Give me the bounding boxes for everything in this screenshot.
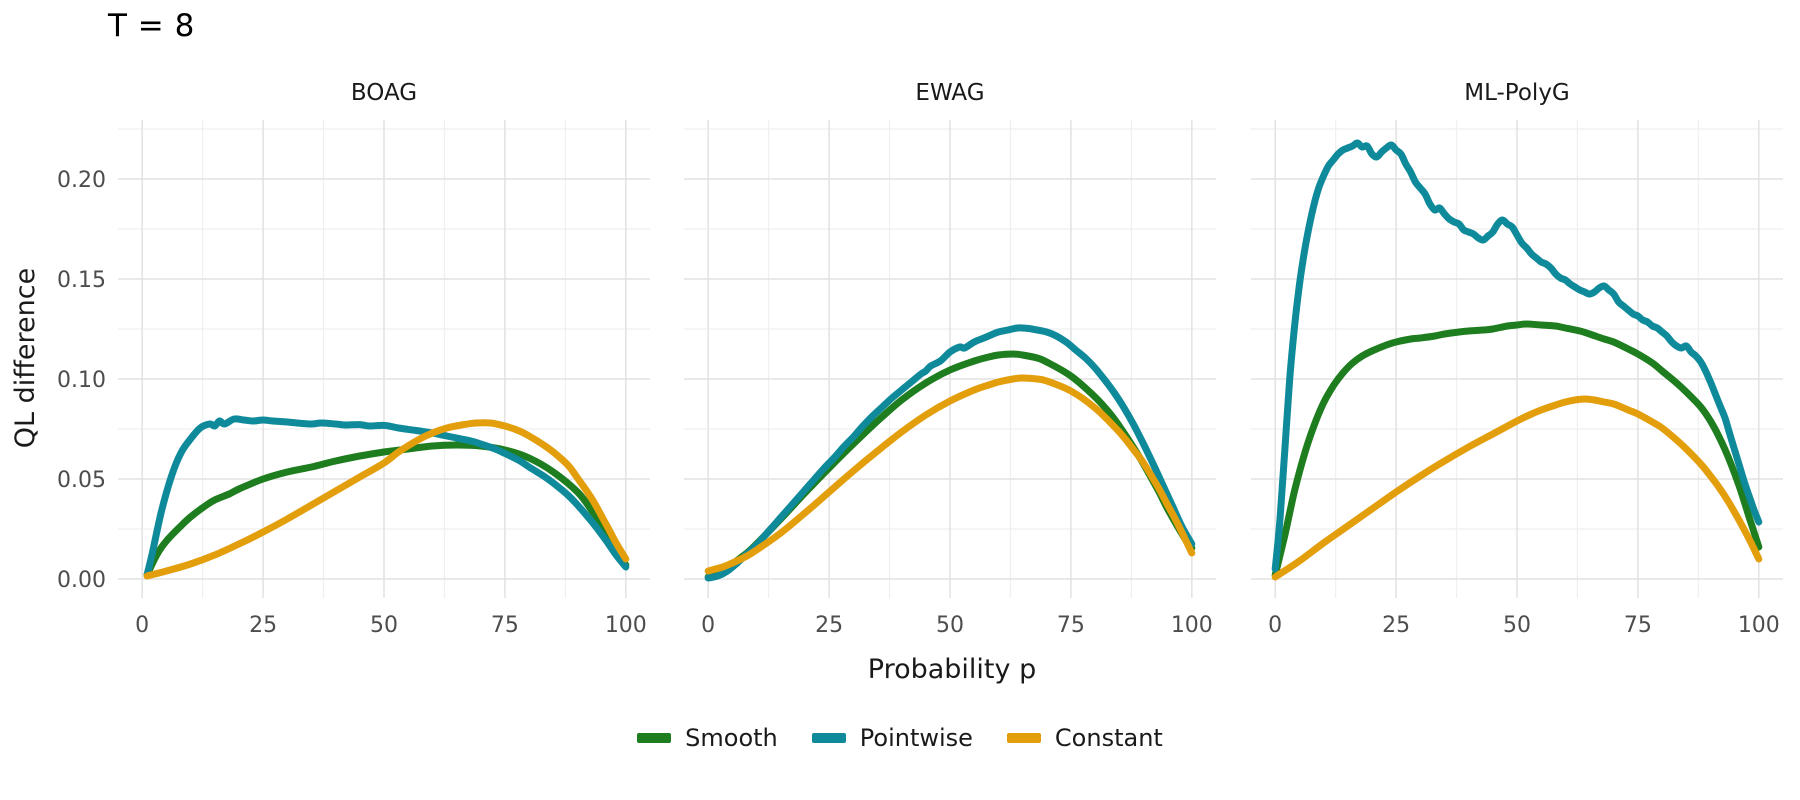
x-tick-label: 100 (1738, 613, 1780, 638)
facet-panel-ewag: EWAG 0 25 50 75 100 (684, 80, 1216, 638)
x-tick-label: 25 (1382, 613, 1410, 638)
x-tick-label: 75 (1624, 613, 1652, 638)
x-tick-label: 0 (701, 613, 715, 638)
series-line-smooth (143, 441, 630, 579)
legend-item-smooth: Smooth (637, 724, 778, 752)
facet-panel-ml-polyg: ML-PolyG 0 25 50 75 100 (1251, 80, 1783, 638)
plot-title: T = 8 (108, 8, 195, 44)
legend-item-constant: Constant (1006, 724, 1163, 752)
x-tick-label: 75 (491, 613, 519, 638)
series-line-constant (143, 419, 630, 580)
facet-title-ml-polyg: ML-PolyG (1464, 80, 1570, 106)
legend-label-constant: Constant (1054, 724, 1163, 752)
x-tick-label: 75 (1057, 613, 1085, 638)
y-tick-label: 0.05 (57, 468, 106, 493)
series-line-pointwise (1271, 139, 1763, 573)
x-axis-title: Probability p (867, 654, 1037, 685)
x-tick-label: 100 (1171, 613, 1213, 638)
x-tick-label: 50 (1503, 613, 1531, 638)
facet-title-boag: BOAG (351, 80, 417, 106)
legend-item-pointwise: Pointwise (811, 724, 973, 752)
series-line-constant (704, 374, 1196, 575)
series-line-constant (1271, 395, 1763, 581)
legend-key-pointwise (811, 733, 846, 743)
x-tick-label: 100 (605, 613, 647, 638)
x-tick-label: 0 (135, 613, 149, 638)
legend-key-constant (1006, 733, 1041, 743)
x-tick-label: 50 (370, 613, 398, 638)
y-tick-label: 0.15 (57, 268, 106, 293)
legend-label-pointwise: Pointwise (859, 724, 973, 752)
x-tick-label: 0 (1268, 613, 1282, 638)
facet-panel-boag: BOAG 0 25 50 75 100 0.00 0.05 0.10 0.15 0.20 (57, 80, 650, 638)
legend-label-smooth: Smooth (685, 724, 778, 752)
faceted-line-chart: BOAG 0 25 50 75 100 0.00 0.05 0.10 0.15 0.20 EWAG 0 2… (57, 80, 1783, 638)
series-line-smooth (1271, 320, 1763, 579)
series-line-pointwise (143, 415, 630, 579)
x-tick-label: 25 (249, 613, 277, 638)
legend-key-smooth (637, 733, 672, 743)
facet-title-ewag: EWAG (915, 80, 984, 106)
legend: Smooth Pointwise Constant (0, 724, 1800, 752)
y-tick-label: 0.10 (57, 368, 106, 393)
y-tick-label: 0.20 (57, 168, 106, 193)
series-line-pointwise (704, 324, 1196, 582)
y-tick-label: 0.00 (57, 568, 106, 593)
x-tick-label: 50 (936, 613, 964, 638)
x-tick-label: 25 (815, 613, 843, 638)
